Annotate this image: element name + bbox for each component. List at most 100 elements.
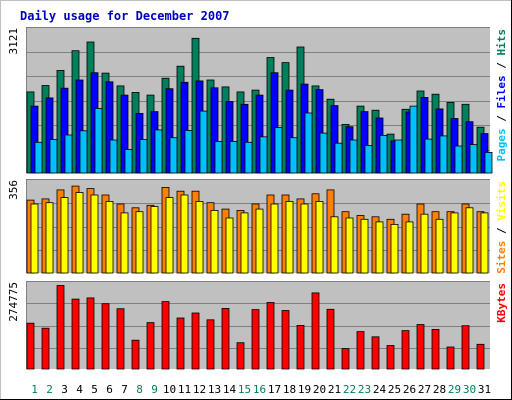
x-tick-label-day-29: 29 <box>448 383 461 396</box>
bar-sites-day-31 <box>480 212 489 274</box>
x-tick-label-day-7: 7 <box>121 383 128 396</box>
bar-pages-day-17 <box>274 127 283 174</box>
bar-sites-day-17 <box>270 203 279 274</box>
x-tick-label-day-9: 9 <box>151 383 158 396</box>
bar-sites-day-7 <box>120 212 129 274</box>
x-axis-labels: 1 2 3 4 5 6 7 8 9 10 11 12 13 14 15 16 17 18 19 20 21 22 23 24 2… <box>31 383 491 396</box>
bar-pages-day-29 <box>454 145 463 174</box>
bar-files-day-3 <box>60 87 69 174</box>
bar-kbytes-day-29 <box>446 346 455 370</box>
bar-pages-day-26 <box>409 105 418 174</box>
bar-kbytes-day-30 <box>461 325 470 370</box>
x-tick-label-day-5: 5 <box>91 383 98 396</box>
bar-kbytes-day-6 <box>101 303 110 370</box>
bar-pages-day-5 <box>94 108 103 174</box>
x-tick-label-day-15: 15 <box>238 383 251 396</box>
x-tick-label-day-8: 8 <box>136 383 143 396</box>
bar-pages-day-27 <box>424 138 433 174</box>
bar-pages-day-24 <box>379 134 388 174</box>
bar-pages-day-21 <box>334 142 343 174</box>
bar-kbytes-day-15 <box>236 342 245 370</box>
legend-label-part: Pages <box>495 128 508 161</box>
bar-files-day-10 <box>165 88 174 174</box>
bar-sites-day-22 <box>345 217 354 274</box>
bar-pages-day-8 <box>139 139 148 174</box>
bar-kbytes-day-22 <box>341 348 350 370</box>
legend-label-part: KBytes <box>495 283 508 323</box>
bar-pages-day-22 <box>349 139 358 174</box>
x-tick-label-day-17: 17 <box>268 383 281 396</box>
bar-kbytes-day-24 <box>371 336 380 370</box>
bar-pages-day-3 <box>64 134 73 174</box>
bar-files-day-13 <box>210 87 219 174</box>
bar-pages-day-9 <box>154 129 163 174</box>
bar-kbytes-day-25 <box>386 345 395 370</box>
bar-kbytes-day-31 <box>476 343 485 370</box>
bar-files-day-7 <box>120 94 129 174</box>
bar-pages-day-13 <box>214 140 223 174</box>
bar-sites-day-18 <box>285 200 294 274</box>
bar-kbytes-day-11 <box>176 317 185 370</box>
bar-files-day-1 <box>30 105 39 174</box>
bar-sites-day-12 <box>195 200 204 274</box>
bar-sites-day-28 <box>435 218 444 274</box>
x-tick-label-day-18: 18 <box>283 383 296 396</box>
bar-pages-day-6 <box>109 139 118 174</box>
bar-files-day-15 <box>240 103 249 174</box>
legend-label: Sites / Visits <box>495 181 508 274</box>
bar-sites-day-5 <box>90 194 99 274</box>
x-tick-label-day-19: 19 <box>298 383 311 396</box>
y-max-label: 3121 <box>7 28 20 55</box>
bar-sites-day-1 <box>30 203 39 274</box>
x-tick-label-day-25: 25 <box>388 383 401 396</box>
bar-kbytes-day-16 <box>251 309 260 370</box>
bar-kbytes-day-5 <box>86 297 95 370</box>
bar-sites-day-6 <box>105 200 114 274</box>
x-tick-label-day-11: 11 <box>178 383 191 396</box>
bar-pages-day-11 <box>184 129 193 174</box>
bar-files-day-16 <box>255 94 264 174</box>
bar-pages-day-12 <box>199 110 208 174</box>
bar-pages-day-28 <box>439 135 448 174</box>
x-tick-label-day-31: 31 <box>478 383 491 396</box>
bar-files-day-14 <box>225 101 234 174</box>
bar-sites-day-9 <box>150 206 159 274</box>
x-tick-label-day-30: 30 <box>463 383 476 396</box>
bar-sites-day-15 <box>240 212 249 274</box>
bar-pages-day-4 <box>79 130 88 174</box>
bar-pages-day-18 <box>289 137 298 174</box>
x-tick-label-day-4: 4 <box>76 383 83 396</box>
x-tick-label-day-13: 13 <box>208 383 221 396</box>
bar-kbytes-day-17 <box>266 302 275 370</box>
bar-files-day-17 <box>270 72 279 174</box>
bar-kbytes-day-20 <box>311 292 320 370</box>
x-tick-label-day-2: 2 <box>46 383 53 396</box>
bar-kbytes-day-19 <box>296 324 305 370</box>
bar-pages-day-19 <box>304 112 313 174</box>
bar-files-day-18 <box>285 89 294 174</box>
bar-files-day-27 <box>420 97 429 174</box>
bar-kbytes-day-27 <box>416 324 425 370</box>
bar-pages-day-30 <box>469 144 478 174</box>
bar-sites-day-3 <box>60 197 69 274</box>
bar-pages-day-25 <box>394 139 403 174</box>
bar-pages-day-10 <box>169 137 178 174</box>
x-tick-label-day-3: 3 <box>61 383 68 396</box>
bar-sites-day-23 <box>360 218 369 274</box>
bar-sites-day-30 <box>465 207 474 274</box>
x-tick-label-day-28: 28 <box>433 383 446 396</box>
bar-sites-day-10 <box>165 197 174 274</box>
bar-files-day-20 <box>315 89 324 174</box>
legend-label-part: / <box>495 56 508 76</box>
x-tick-label-day-14: 14 <box>223 383 237 396</box>
bar-kbytes-day-13 <box>206 319 215 370</box>
bar-files-day-4 <box>75 79 84 174</box>
bar-sites-day-8 <box>135 211 144 274</box>
legend-label-part: Sites <box>495 241 508 274</box>
bar-kbytes-day-14 <box>221 307 230 370</box>
panel-requests: 3121 Pages / Files / Hits <box>7 27 508 174</box>
bar-pages-day-2 <box>49 139 58 174</box>
x-tick-label-day-27: 27 <box>418 383 431 396</box>
bar-sites-day-14 <box>225 217 234 274</box>
